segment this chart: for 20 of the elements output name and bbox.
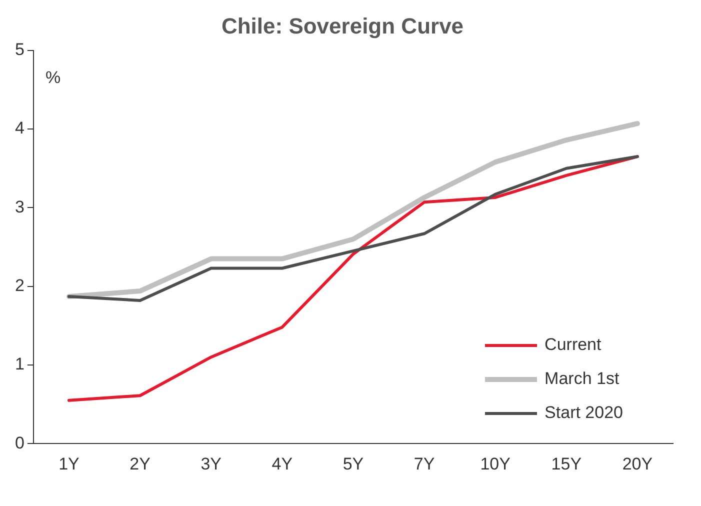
x-tick-label: 1Y (58, 454, 80, 474)
y-tick-label: 3 (14, 197, 24, 216)
x-tick-label: 4Y (272, 454, 293, 474)
legend-label: Start 2020 (544, 403, 623, 423)
x-tick-label: 7Y (414, 454, 435, 474)
x-tick-label: 20Y (622, 454, 653, 474)
legend-label: Current (544, 335, 602, 355)
legend-label: March 1st (544, 369, 620, 389)
y-tick-label: 4 (14, 118, 24, 138)
y-tick-label: 0 (14, 433, 24, 452)
x-tick-label: 10Y (480, 454, 510, 474)
x-tick-label: 5Y (342, 454, 364, 474)
y-tick-label: 2 (14, 276, 24, 296)
x-tick-label: 3Y (200, 454, 222, 474)
x-tick-label: 15Y (551, 454, 582, 474)
y-tick-label: 5 (14, 40, 24, 60)
x-tick-label: 2Y (130, 454, 150, 474)
chart-title: Chile: Sovereign Curve (221, 13, 464, 38)
y-tick-label: 1 (14, 354, 24, 374)
annotation: % (45, 68, 61, 88)
